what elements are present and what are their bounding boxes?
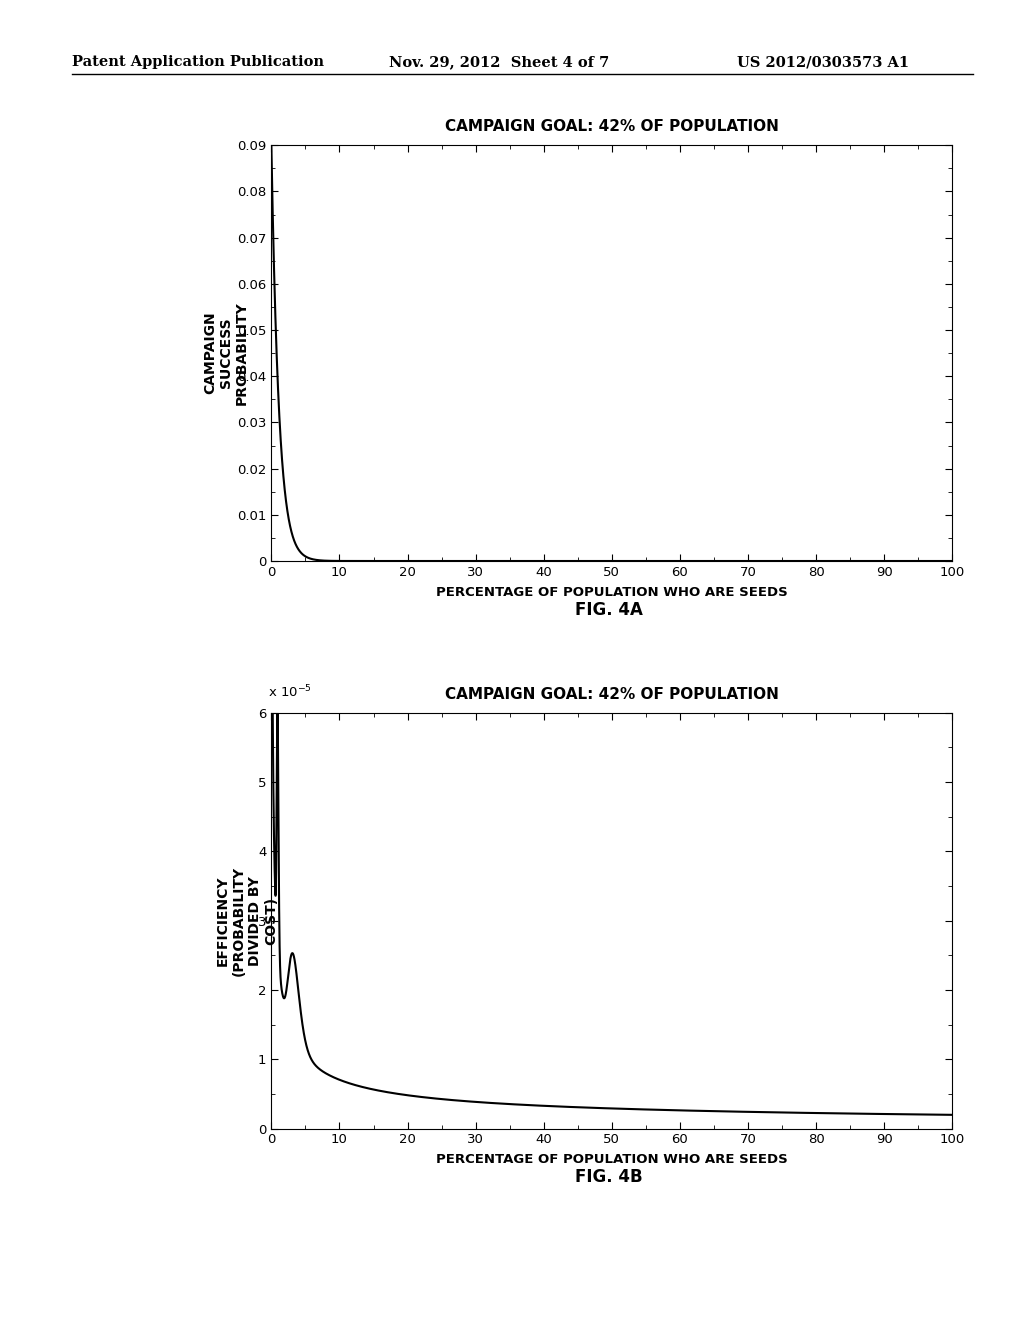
Text: FIG. 4A: FIG. 4A — [575, 601, 643, 619]
Text: Nov. 29, 2012  Sheet 4 of 7: Nov. 29, 2012 Sheet 4 of 7 — [389, 55, 609, 70]
X-axis label: PERCENTAGE OF POPULATION WHO ARE SEEDS: PERCENTAGE OF POPULATION WHO ARE SEEDS — [436, 586, 787, 599]
Text: US 2012/0303573 A1: US 2012/0303573 A1 — [737, 55, 909, 70]
X-axis label: PERCENTAGE OF POPULATION WHO ARE SEEDS: PERCENTAGE OF POPULATION WHO ARE SEEDS — [436, 1154, 787, 1167]
Text: Patent Application Publication: Patent Application Publication — [72, 55, 324, 70]
Y-axis label: EFFICIENCY
(PROBABILITY
DIVIDED BY
COST): EFFICIENCY (PROBABILITY DIVIDED BY COST) — [216, 866, 279, 975]
Title: CAMPAIGN GOAL: 42% OF POPULATION: CAMPAIGN GOAL: 42% OF POPULATION — [444, 686, 779, 702]
Text: x 10$^{-5}$: x 10$^{-5}$ — [268, 684, 311, 701]
Text: FIG. 4B: FIG. 4B — [575, 1168, 643, 1187]
Title: CAMPAIGN GOAL: 42% OF POPULATION: CAMPAIGN GOAL: 42% OF POPULATION — [444, 119, 779, 135]
Y-axis label: CAMPAIGN
SUCCESS
PROBABILITY: CAMPAIGN SUCCESS PROBABILITY — [203, 301, 249, 405]
